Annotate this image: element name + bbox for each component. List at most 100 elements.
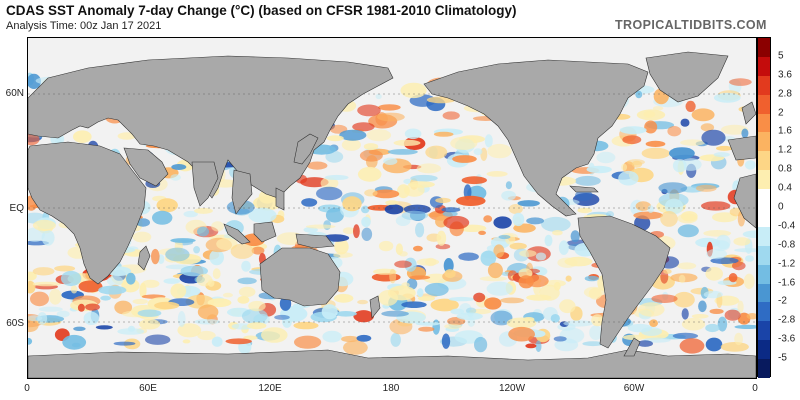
anomaly-patch [113,341,136,346]
anomaly-patch [450,308,465,315]
anomaly-patch [734,332,743,346]
anomaly-patch [372,189,400,199]
anomaly-patch [517,200,540,207]
land-japan [293,133,319,165]
anomaly-patch [732,261,746,271]
anomaly-patch [165,247,190,262]
anomaly-patch [325,150,344,163]
anomaly-patch [170,283,187,299]
anomaly-patch [508,326,535,342]
anomaly-patch [442,111,460,120]
anomaly-patch [301,198,318,207]
colorbar-cell [758,170,770,190]
lat-label-60s: 60S [6,318,24,329]
anomaly-patch [180,265,208,277]
anomaly-patch [361,205,370,214]
colorbar-label: -0.4 [778,220,796,232]
anomaly-patch [681,317,706,331]
anomaly-patch [564,256,593,267]
anomaly-patch [669,147,695,160]
anomaly-patch [357,104,381,117]
anomaly-patch [401,282,410,288]
anomaly-patch [679,338,705,354]
anomaly-patch [663,269,672,274]
anomaly-patch [658,182,688,194]
anomaly-patch [196,273,213,287]
anomaly-patch [596,151,616,164]
anomaly-patch [333,293,354,303]
anomaly-patch [552,230,563,236]
anomaly-patch [415,321,440,326]
anomaly-patch [117,132,137,140]
anomaly-patch [490,310,513,326]
lon-label-180: 180 [382,383,400,394]
anomaly-patch [484,134,493,148]
anomaly-patch [333,252,353,258]
anomaly-patch [486,281,513,296]
land-uk [741,101,756,125]
anomaly-patch [78,280,103,293]
land-india [191,161,219,207]
land-australia [259,247,341,307]
anomaly-patch [54,265,76,272]
anomaly-patch [237,277,257,285]
colorbar-cell [758,151,770,171]
anomaly-patch [631,160,643,168]
anomaly-patch [151,248,160,265]
anomaly-patch [339,129,367,141]
anomaly-patch [183,210,198,218]
anomaly-patch [498,234,511,240]
anomaly-patch [441,207,461,213]
anomaly-patch [241,308,268,324]
sst-map [27,37,757,379]
anomaly-patch [435,243,451,250]
anomaly-patch [677,262,697,270]
colorbar-cell [758,113,770,133]
anomaly-patch [700,123,715,132]
anomaly-patch [501,190,516,201]
anomaly-patch [28,280,36,294]
land-arabia [123,147,169,187]
anomaly-patch [728,273,738,283]
land-west-africa-east-edge [733,173,756,229]
anomaly-patch [383,157,398,165]
anomaly-patch [83,311,100,325]
anomaly-patch [713,152,730,158]
colorbar-cell [758,340,770,360]
anomaly-patch [535,340,542,353]
anomaly-patch [359,149,383,162]
colorbar-cell [758,132,770,152]
anomaly-patch [381,310,409,317]
anomaly-patch [660,211,678,227]
anomaly-patch [182,339,191,344]
anomaly-patch [152,210,173,225]
site-brand[interactable]: TROPICALTIDBITS.COM [615,18,767,32]
anomaly-patch [70,285,78,294]
anomaly-patch [321,304,338,320]
colorbar-label: -2 [778,295,787,307]
anomaly-patch [500,297,525,304]
anomaly-patch [425,145,448,159]
land-new-zealand [369,295,381,319]
anomaly-patch [574,175,601,186]
anomaly-patch [378,104,401,111]
anomaly-patch [633,211,664,220]
map-title: CDAS SST Anomaly 7-day Change (°C) (base… [6,3,517,18]
land-antarctica [28,349,756,378]
anomaly-patch [212,268,221,280]
anomaly-patch [444,323,462,330]
anomaly-patch [409,275,431,280]
anomaly-patch [541,216,571,232]
anomaly-patch [565,275,572,282]
anomaly-patch [705,323,720,333]
anomaly-patch [248,207,277,223]
anomaly-patch [211,221,225,232]
anomaly-patch [194,207,213,214]
anomaly-patch [209,249,224,266]
anomaly-patch [417,288,424,298]
anomaly-patch [100,295,111,301]
anomaly-patch [712,212,738,223]
anomaly-patch [222,292,233,298]
colorbar-cell [758,56,770,77]
anomaly-patch [525,274,549,288]
